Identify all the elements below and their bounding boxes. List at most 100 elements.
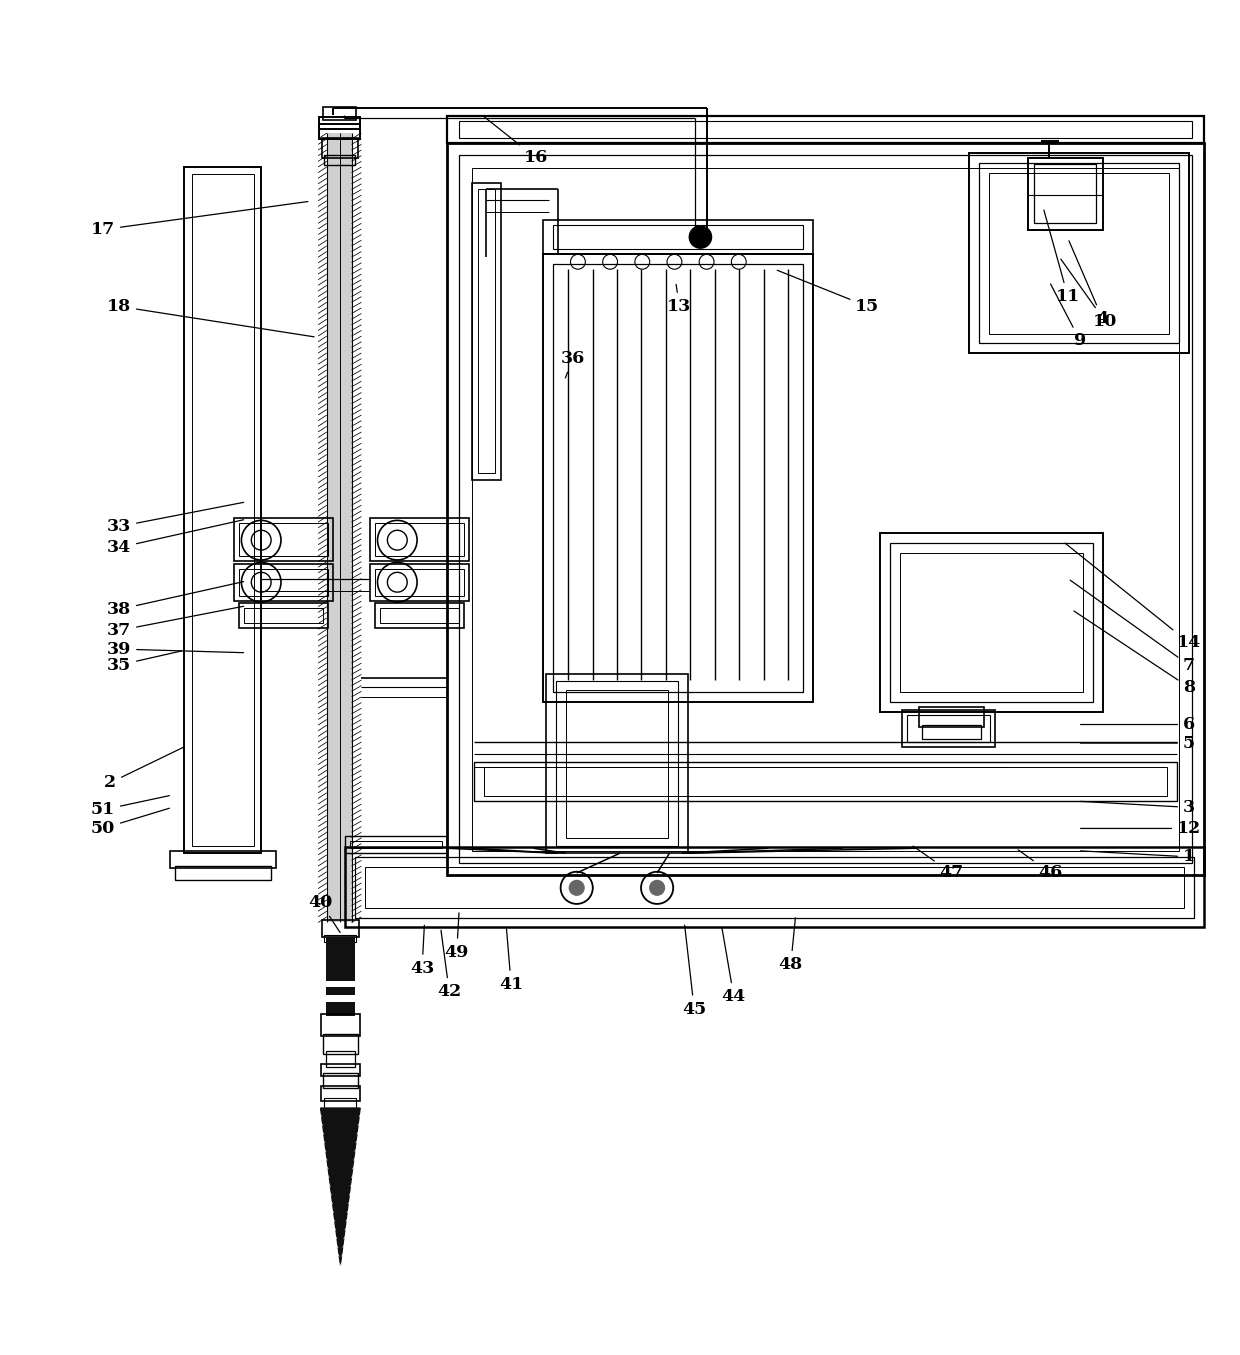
Text: 18: 18	[107, 298, 314, 337]
Text: 40: 40	[309, 894, 340, 932]
Text: 37: 37	[107, 606, 243, 640]
Bar	[880, 533, 1102, 713]
Text: 15: 15	[777, 270, 879, 314]
Text: 42: 42	[438, 930, 461, 1000]
Bar	[370, 518, 469, 561]
Bar	[553, 264, 804, 692]
Bar	[446, 144, 1204, 875]
Bar	[321, 1014, 360, 1037]
Bar	[324, 1034, 357, 1054]
Text: 39: 39	[107, 641, 243, 657]
Bar	[324, 107, 356, 119]
Circle shape	[569, 881, 584, 896]
Bar	[543, 220, 813, 255]
Bar	[484, 767, 1167, 797]
Bar	[978, 163, 1179, 343]
Text: 13: 13	[667, 285, 692, 314]
Polygon shape	[321, 1108, 360, 1266]
Bar	[325, 156, 355, 165]
Text: 8: 8	[1074, 611, 1195, 696]
Bar	[379, 608, 459, 623]
Bar	[474, 762, 1177, 801]
Text: 49: 49	[444, 913, 469, 961]
Bar	[1028, 159, 1102, 229]
Text: 14: 14	[1065, 543, 1202, 652]
Text: 6: 6	[1080, 715, 1195, 733]
Bar	[326, 1051, 355, 1068]
Circle shape	[650, 881, 665, 896]
Text: 2: 2	[104, 747, 185, 791]
Text: 10: 10	[1061, 259, 1117, 329]
Text: 3: 3	[1080, 799, 1195, 816]
Bar	[921, 725, 981, 740]
Text: 1: 1	[1080, 848, 1195, 866]
Text: 9: 9	[1050, 285, 1086, 350]
Bar	[326, 1001, 355, 1016]
Text: 51: 51	[91, 795, 170, 818]
Bar	[321, 1064, 360, 1076]
Bar	[355, 856, 1194, 917]
Bar	[899, 553, 1083, 692]
Bar	[244, 608, 324, 623]
Bar	[565, 690, 668, 839]
Bar	[239, 603, 329, 627]
Text: 50: 50	[91, 808, 170, 837]
Bar	[1034, 164, 1096, 224]
Text: 36: 36	[560, 350, 585, 378]
Bar	[239, 569, 329, 596]
Text: 33: 33	[107, 503, 243, 535]
Text: 7: 7	[1070, 580, 1195, 673]
Bar	[325, 1098, 356, 1108]
Bar	[374, 603, 464, 627]
Bar	[234, 564, 334, 600]
Bar	[446, 115, 1204, 144]
Text: 41: 41	[498, 928, 523, 993]
Bar	[326, 938, 355, 981]
Bar	[374, 523, 464, 557]
Text: 46: 46	[1018, 850, 1063, 882]
Bar	[326, 985, 355, 996]
Bar	[919, 707, 983, 728]
Bar	[185, 167, 262, 854]
Bar	[556, 682, 678, 846]
Text: 44: 44	[722, 928, 746, 1005]
Bar	[326, 996, 355, 1001]
Bar	[345, 847, 1204, 927]
Bar	[459, 121, 1192, 138]
Bar	[471, 168, 1179, 851]
Text: 34: 34	[107, 520, 243, 556]
Text: 35: 35	[107, 650, 182, 673]
Bar	[968, 153, 1189, 354]
Bar	[471, 183, 501, 480]
Bar	[345, 836, 446, 854]
Bar	[239, 523, 329, 557]
Text: 45: 45	[682, 925, 707, 1018]
Bar	[175, 866, 272, 881]
Text: 48: 48	[779, 917, 802, 973]
Text: 5: 5	[1080, 734, 1195, 752]
Bar	[322, 920, 358, 938]
Text: 12: 12	[1080, 820, 1202, 837]
Text: 16: 16	[484, 117, 548, 167]
Text: 11: 11	[1044, 210, 1080, 305]
Bar	[901, 710, 994, 747]
Bar	[374, 569, 464, 596]
Bar	[370, 564, 469, 600]
Bar	[170, 851, 277, 869]
Bar	[365, 867, 1184, 908]
Bar	[324, 1073, 357, 1088]
Bar	[327, 133, 351, 923]
Bar	[459, 156, 1192, 863]
Bar	[326, 981, 355, 986]
Text: 4: 4	[1069, 241, 1109, 327]
Bar	[320, 117, 360, 130]
Bar	[234, 518, 334, 561]
Bar	[192, 173, 254, 846]
Bar	[890, 542, 1092, 702]
Text: 47: 47	[913, 846, 963, 882]
Bar	[320, 125, 360, 140]
Bar	[553, 225, 804, 249]
Bar	[477, 188, 495, 473]
Bar	[325, 935, 356, 942]
Text: 43: 43	[410, 925, 434, 977]
